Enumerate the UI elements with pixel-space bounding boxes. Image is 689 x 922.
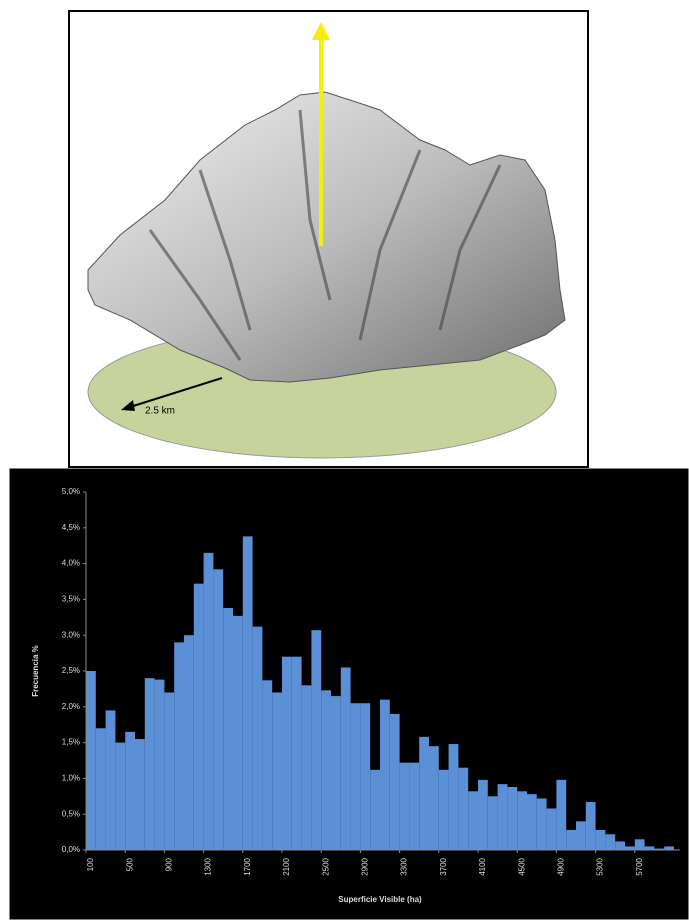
y-axis-title: Frecuencia %	[31, 645, 40, 697]
figure: 2.5 km 0,0% 0,5% 1,0% 1,5% 2,0% 2,5% 3,0% 3,5% 4…	[0, 0, 689, 922]
bar	[498, 784, 508, 850]
bar	[409, 763, 419, 850]
x-tick-label: 4100	[478, 857, 487, 875]
x-tick-label: 3300	[400, 857, 409, 875]
bar	[488, 796, 498, 850]
x-tick-label: 500	[125, 857, 134, 871]
bar	[390, 714, 400, 850]
bar	[253, 627, 263, 850]
bar	[125, 732, 135, 850]
bar	[292, 657, 302, 850]
bar	[223, 608, 233, 850]
bar	[556, 780, 566, 850]
y-tick-label: 0,5%	[62, 809, 80, 818]
x-tick-label: 900	[165, 857, 174, 871]
bar	[174, 642, 184, 850]
bar	[586, 802, 596, 850]
bar	[507, 787, 517, 850]
bar	[302, 685, 312, 850]
bar	[449, 744, 459, 850]
x-tick-label: 2900	[361, 857, 370, 875]
x-axis-title: Superficie Visible (ha)	[338, 895, 422, 904]
bar	[517, 791, 527, 850]
y-tick-label: 0,0%	[62, 845, 80, 854]
x-tick-label: 3700	[439, 857, 448, 875]
bar	[106, 710, 116, 850]
x-tick-label: 2100	[282, 857, 291, 875]
bar	[262, 680, 272, 850]
x-tick-label: 1700	[243, 857, 252, 875]
chart: 0,0% 0,5% 1,0% 1,5% 2,0% 2,5% 3,0% 3,5% 4,0% 4,5%…	[10, 469, 688, 919]
bar	[527, 794, 537, 850]
bar	[370, 770, 380, 850]
bar	[282, 657, 292, 850]
bar	[272, 692, 282, 850]
bar	[537, 798, 547, 850]
bar	[400, 763, 410, 850]
bar	[439, 770, 449, 850]
bar	[458, 768, 468, 850]
bar	[605, 834, 615, 850]
bar	[331, 696, 341, 850]
x-tick-label: 4900	[557, 857, 566, 875]
x-tick-label: 1300	[204, 857, 213, 875]
bar	[419, 737, 429, 850]
bar	[321, 690, 331, 850]
terrain-panel: 2.5 km	[69, 11, 588, 467]
bar	[664, 846, 674, 850]
bar	[547, 808, 557, 850]
bar	[204, 553, 214, 850]
bar	[596, 830, 606, 850]
bar	[115, 743, 125, 850]
y-tick-label: 3,0%	[62, 630, 80, 639]
bar	[566, 830, 576, 850]
y-tick-label: 2,5%	[62, 666, 80, 675]
bar	[615, 841, 625, 850]
page: {"figure": {"distance_label": "2.5 km"},…	[0, 0, 689, 922]
bar	[625, 846, 635, 850]
bar	[429, 746, 439, 850]
y-tick-label: 4,5%	[62, 523, 80, 532]
bar	[96, 728, 106, 850]
bar	[360, 703, 370, 850]
x-tick-label: 100	[86, 857, 95, 871]
bar	[351, 703, 361, 850]
bar	[478, 780, 488, 850]
bar	[243, 536, 253, 850]
bar	[213, 569, 223, 850]
x-tick-label: 5700	[635, 857, 644, 875]
bar	[184, 635, 194, 850]
y-tick-label: 5,0%	[62, 487, 80, 496]
y-tick-label: 2,0%	[62, 702, 80, 711]
bar	[194, 584, 204, 850]
bar	[645, 846, 655, 850]
distance-label: 2.5 km	[145, 406, 175, 417]
bar	[164, 692, 174, 850]
bar	[341, 667, 351, 850]
bar	[635, 839, 645, 850]
y-tick-label: 3,5%	[62, 595, 80, 604]
bar	[311, 630, 321, 850]
bar	[135, 739, 145, 850]
y-tick-label: 1,5%	[62, 738, 80, 747]
bar	[145, 678, 155, 850]
bar	[155, 680, 165, 850]
y-tick-label: 1,0%	[62, 774, 80, 783]
bar	[576, 821, 586, 850]
bar	[468, 791, 478, 850]
x-tick-label: 2500	[321, 857, 330, 875]
y-tick-label: 4,0%	[62, 559, 80, 568]
bar	[86, 671, 96, 850]
bar	[233, 616, 243, 850]
x-tick-label: 4500	[517, 857, 526, 875]
x-tick-label: 5300	[596, 857, 605, 875]
bar	[380, 700, 390, 850]
